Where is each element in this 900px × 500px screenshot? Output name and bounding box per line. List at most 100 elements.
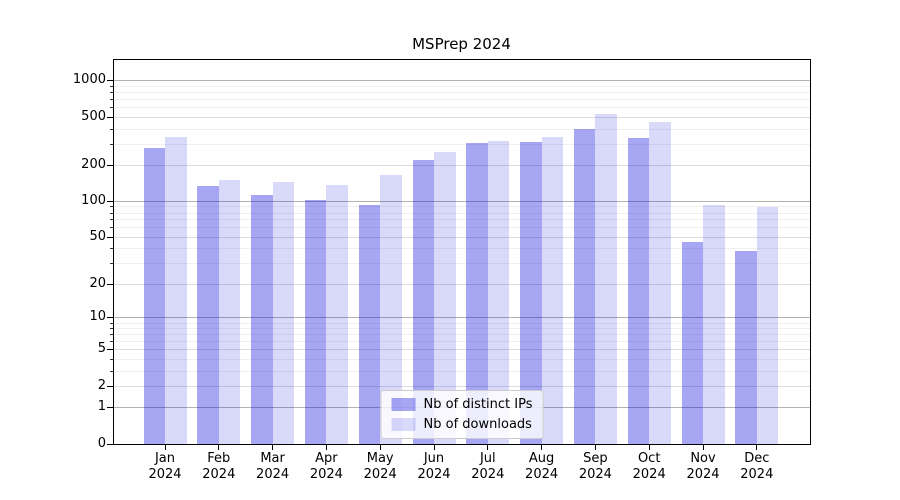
y-tick-mark-5 bbox=[107, 349, 113, 350]
bar-distinct-ips-jul bbox=[466, 143, 488, 444]
x-tick-label-nov: Nov 2024 bbox=[686, 451, 720, 482]
x-tick-mark-jun bbox=[433, 445, 435, 450]
y-minor-tick-mark-80 bbox=[110, 213, 113, 214]
y-tick-label-50: 50 bbox=[89, 228, 106, 244]
gridline-minor-700 bbox=[114, 99, 810, 101]
bar-distinct-ips-jan bbox=[143, 148, 165, 444]
y-minor-tick-mark-8 bbox=[110, 328, 113, 329]
gridline-minor-300 bbox=[114, 143, 810, 145]
bar-downloads-jul bbox=[487, 140, 510, 444]
gridline-minor-3 bbox=[114, 370, 810, 372]
gridline-minor-8 bbox=[114, 328, 810, 330]
gridline-2 bbox=[114, 385, 810, 387]
gridline-200 bbox=[114, 164, 810, 166]
bar-downloads-aug bbox=[541, 136, 564, 444]
bar-distinct-ips-jun bbox=[412, 160, 434, 444]
y-tick-mark-1 bbox=[107, 407, 113, 408]
x-tick-label-aug: Aug 2024 bbox=[525, 451, 559, 482]
y-tick-mark-200 bbox=[107, 165, 113, 166]
x-tick-label-jul: Jul 2024 bbox=[471, 451, 505, 482]
y-minor-tick-mark-4 bbox=[110, 359, 113, 360]
y-tick-label-0: 0 bbox=[97, 435, 106, 451]
legend-item-distinct-ips: Nb of distinct IPs bbox=[391, 397, 533, 412]
y-minor-tick-mark-800 bbox=[110, 92, 113, 93]
bar-downloads-feb bbox=[218, 180, 241, 444]
y-tick-mark-2 bbox=[107, 386, 113, 387]
bar-distinct-ips-oct bbox=[627, 137, 650, 444]
x-tick-mark-nov bbox=[702, 445, 704, 450]
y-tick-mark-1000 bbox=[107, 80, 113, 81]
gridline-minor-90 bbox=[114, 206, 810, 208]
x-tick-label-oct: Oct 2024 bbox=[632, 451, 666, 482]
bar-downloads-may bbox=[380, 175, 402, 444]
x-tick-mark-sep bbox=[594, 445, 596, 450]
x-tick-mark-apr bbox=[325, 445, 327, 450]
x-tick-mark-oct bbox=[648, 445, 650, 450]
gridline-minor-30 bbox=[114, 263, 810, 265]
bar-distinct-ips-feb bbox=[197, 185, 219, 444]
y-minor-tick-mark-40 bbox=[110, 248, 113, 249]
plot-area: Nb of distinct IPs Nb of downloads bbox=[113, 59, 811, 445]
x-tick-mark-aug bbox=[541, 445, 543, 450]
x-tick-mark-feb bbox=[218, 445, 220, 450]
x-tick-mark-may bbox=[379, 445, 381, 450]
bar-downloads-nov bbox=[703, 205, 725, 444]
gridline-minor-6 bbox=[114, 341, 810, 343]
y-tick-mark-500 bbox=[107, 117, 113, 118]
bar-distinct-ips-aug bbox=[520, 141, 542, 444]
y-tick-label-5: 5 bbox=[97, 341, 106, 357]
chart-title: MSPrep 2024 bbox=[412, 35, 511, 53]
y-minor-tick-mark-90 bbox=[110, 206, 113, 207]
x-tick-label-sep: Sep 2024 bbox=[578, 451, 612, 482]
bar-downloads-oct bbox=[649, 121, 671, 444]
y-minor-tick-mark-70 bbox=[110, 219, 113, 220]
bar-downloads-jan bbox=[165, 136, 187, 444]
bar-distinct-ips-may bbox=[358, 204, 381, 444]
y-minor-tick-mark-30 bbox=[110, 263, 113, 264]
y-minor-tick-mark-3 bbox=[110, 371, 113, 372]
bar-downloads-apr bbox=[326, 185, 348, 444]
y-minor-tick-mark-9 bbox=[110, 323, 113, 324]
y-tick-label-1000: 1000 bbox=[72, 72, 106, 88]
y-tick-mark-20 bbox=[107, 284, 113, 285]
y-minor-tick-mark-7 bbox=[110, 334, 113, 335]
x-tick-mark-jan bbox=[164, 445, 166, 450]
gridline-500 bbox=[114, 116, 810, 118]
gridline-minor-70 bbox=[114, 219, 810, 221]
legend: Nb of distinct IPs Nb of downloads bbox=[380, 390, 544, 439]
legend-label-distinct-ips: Nb of distinct IPs bbox=[423, 397, 533, 412]
gridline-minor-80 bbox=[114, 212, 810, 214]
x-tick-label-jun: Jun 2024 bbox=[417, 451, 451, 482]
gridline-1000 bbox=[114, 80, 810, 82]
bar-downloads-sep bbox=[595, 113, 617, 444]
x-tick-label-mar: Mar 2024 bbox=[256, 451, 290, 482]
x-tick-mark-mar bbox=[272, 445, 274, 450]
gridline-50 bbox=[114, 236, 810, 238]
y-tick-label-20: 20 bbox=[89, 275, 106, 291]
y-tick-label-500: 500 bbox=[81, 108, 106, 124]
x-tick-label-may: May 2024 bbox=[363, 451, 397, 482]
bar-distinct-ips-mar bbox=[251, 195, 273, 444]
x-tick-mark-dec bbox=[756, 445, 758, 450]
y-tick-label-200: 200 bbox=[81, 156, 106, 172]
gridline-minor-400 bbox=[114, 128, 810, 130]
bar-distinct-ips-sep bbox=[573, 129, 596, 444]
gridline-5 bbox=[114, 349, 810, 351]
y-minor-tick-mark-300 bbox=[110, 144, 113, 145]
y-tick-label-2: 2 bbox=[97, 377, 106, 393]
bar-distinct-ips-dec bbox=[735, 251, 757, 444]
y-minor-tick-mark-700 bbox=[110, 99, 113, 100]
gridline-minor-600 bbox=[114, 107, 810, 109]
bar-distinct-ips-nov bbox=[681, 241, 703, 444]
legend-item-downloads: Nb of downloads bbox=[391, 417, 533, 432]
x-tick-label-dec: Dec 2024 bbox=[740, 451, 774, 482]
y-tick-mark-10 bbox=[107, 317, 113, 318]
y-tick-mark-100 bbox=[107, 201, 113, 202]
gridline-100 bbox=[114, 200, 810, 202]
x-tick-label-apr: Apr 2024 bbox=[309, 451, 343, 482]
gridline-20 bbox=[114, 283, 810, 285]
y-tick-label-10: 10 bbox=[89, 309, 106, 325]
y-minor-tick-mark-400 bbox=[110, 129, 113, 130]
y-minor-tick-mark-60 bbox=[110, 227, 113, 228]
